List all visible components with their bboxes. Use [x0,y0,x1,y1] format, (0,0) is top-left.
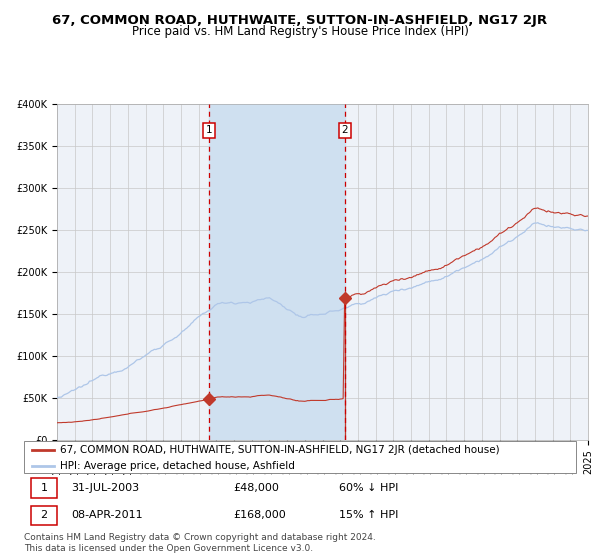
Text: 1: 1 [206,125,212,136]
Text: 08-APR-2011: 08-APR-2011 [71,511,143,520]
Text: £48,000: £48,000 [234,483,280,493]
Text: 2: 2 [40,511,47,520]
Text: 67, COMMON ROAD, HUTHWAITE, SUTTON-IN-ASHFIELD, NG17 2JR: 67, COMMON ROAD, HUTHWAITE, SUTTON-IN-AS… [52,14,548,27]
Text: 31-JUL-2003: 31-JUL-2003 [71,483,139,493]
Text: Price paid vs. HM Land Registry's House Price Index (HPI): Price paid vs. HM Land Registry's House … [131,25,469,38]
Text: 60% ↓ HPI: 60% ↓ HPI [338,483,398,493]
Text: 2: 2 [341,125,348,136]
FancyBboxPatch shape [31,506,57,525]
Bar [209,104,345,440]
Text: 1: 1 [40,483,47,493]
Text: HPI: Average price, detached house, Ashfield: HPI: Average price, detached house, Ashf… [60,461,295,471]
Text: 67, COMMON ROAD, HUTHWAITE, SUTTON-IN-ASHFIELD, NG17 2JR (detached house): 67, COMMON ROAD, HUTHWAITE, SUTTON-IN-AS… [60,445,500,455]
Text: Contains HM Land Registry data © Crown copyright and database right 2024.
This d: Contains HM Land Registry data © Crown c… [24,533,376,553]
Text: £168,000: £168,000 [234,511,287,520]
Text: 15% ↑ HPI: 15% ↑ HPI [338,511,398,520]
FancyBboxPatch shape [24,441,576,473]
FancyBboxPatch shape [31,478,57,498]
